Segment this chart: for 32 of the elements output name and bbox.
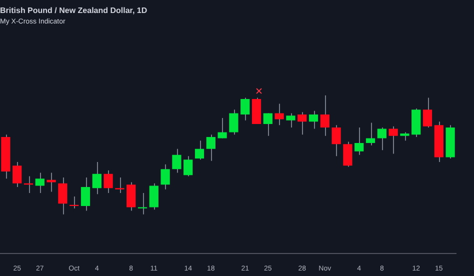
- candlestick: [92, 162, 102, 195]
- candlestick: [229, 109, 238, 136]
- candlestick: [104, 170, 113, 194]
- candlestick: [422, 97, 432, 128]
- candlestick: [343, 141, 352, 168]
- candlestick: [138, 192, 148, 215]
- candlestick: [206, 134, 216, 162]
- chart-title: British Pound / New Zealand Dollar, 1D: [0, 6, 148, 16]
- candlestick: [115, 176, 124, 194]
- candlestick: [388, 126, 398, 154]
- candlestick: [240, 97, 250, 121]
- candlestick: [308, 110, 318, 130]
- candlestick: [377, 127, 386, 151]
- candlestick: [366, 122, 376, 146]
- candlestick: [126, 182, 136, 212]
- candlestick: [172, 148, 182, 174]
- candlestick: [218, 118, 227, 139]
- candlestick: [184, 156, 193, 177]
- candlestick: [160, 164, 170, 190]
- candlestick: [35, 172, 44, 194]
- candlestick: [80, 176, 90, 212]
- candlestick: [58, 176, 68, 215]
- candlestick: [149, 182, 158, 210]
- candlestick: [263, 112, 272, 136]
- candlestick: [286, 112, 296, 128]
- candlestick: [332, 124, 341, 157]
- candlestick: [354, 127, 364, 156]
- candlestick: [274, 103, 284, 126]
- candlestick: [298, 112, 307, 136]
- candlestick: [12, 162, 22, 188]
- candlestick: [320, 94, 330, 136]
- candlestick: [194, 140, 204, 160]
